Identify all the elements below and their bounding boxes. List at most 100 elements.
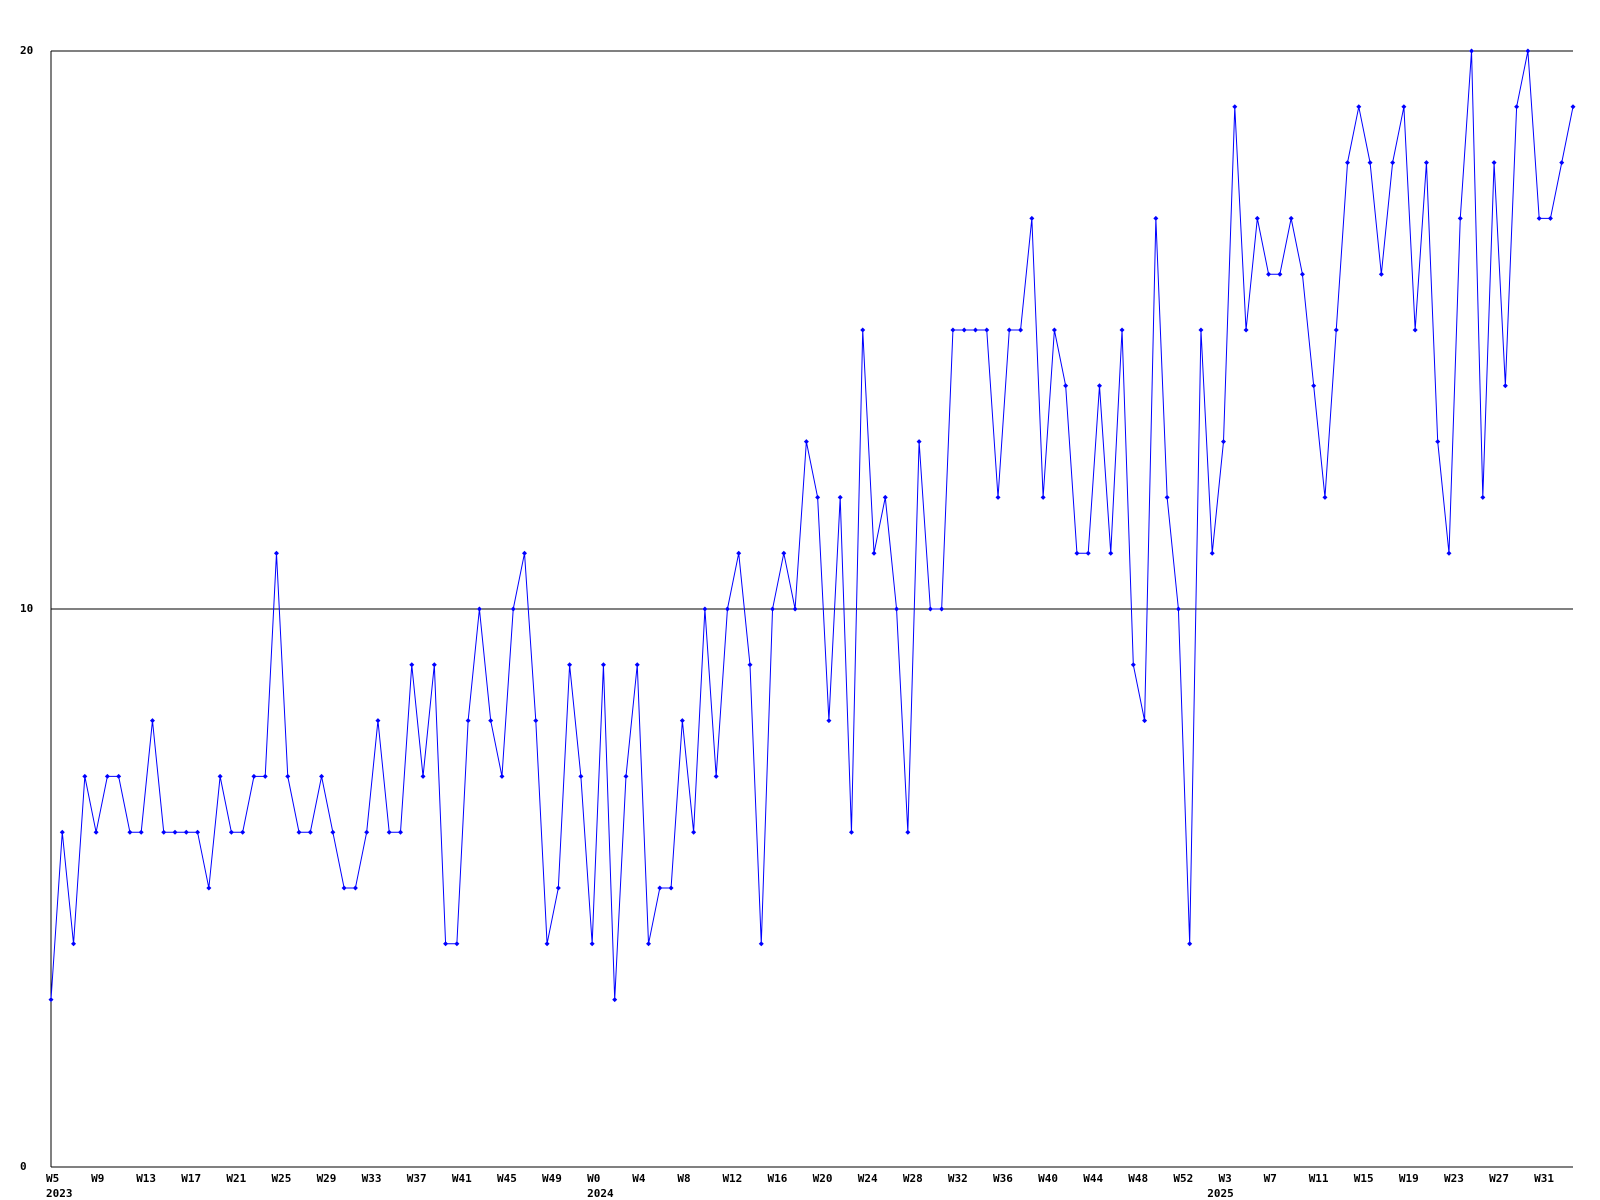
data-point [71, 941, 77, 947]
data-point [1006, 327, 1012, 333]
data-point [803, 439, 809, 445]
data-point [860, 327, 866, 333]
x-tick-label: W33 [362, 1172, 382, 1185]
data-point [1333, 327, 1339, 333]
data-point [296, 829, 302, 835]
data-line [50, 50, 1574, 1000]
y-tick-label: 0 [20, 1160, 27, 1173]
data-point [93, 829, 99, 835]
x-tick-label: W21 [226, 1172, 246, 1185]
data-point [713, 773, 719, 779]
data-point [431, 662, 437, 668]
data-point [1390, 160, 1396, 166]
data-point [781, 550, 787, 556]
data-point [1040, 494, 1046, 500]
data-point [815, 494, 821, 500]
data-point [927, 606, 933, 612]
data-point [1525, 48, 1531, 54]
data-point [454, 941, 460, 947]
data-point [1119, 327, 1125, 333]
x-tick-label: W29 [317, 1172, 337, 1185]
data-point [307, 829, 313, 835]
data-point [1209, 550, 1215, 556]
x-tick-label: W19 [1399, 1172, 1419, 1185]
data-point [1435, 439, 1441, 445]
data-point [623, 773, 629, 779]
data-point [848, 829, 854, 835]
data-point [634, 662, 640, 668]
data-point [251, 773, 257, 779]
x-tick-label: W0 [587, 1172, 600, 1185]
x-tick-label: W8 [677, 1172, 690, 1185]
data-point [1266, 271, 1272, 277]
data-point [995, 494, 1001, 500]
x-tick-label: W27 [1489, 1172, 1509, 1185]
data-point [724, 606, 730, 612]
data-point [939, 606, 945, 612]
data-point [48, 997, 54, 1003]
x-tick-label: W24 [858, 1172, 878, 1185]
data-point [1153, 215, 1159, 221]
data-point [792, 606, 798, 612]
x-tick-label: W36 [993, 1172, 1013, 1185]
data-point [1288, 215, 1294, 221]
data-point [1243, 327, 1249, 333]
data-point [183, 829, 189, 835]
data-point [386, 829, 392, 835]
data-point [984, 327, 990, 333]
data-point [1277, 271, 1283, 277]
data-point [972, 327, 978, 333]
data-point [1469, 48, 1475, 54]
data-point [240, 829, 246, 835]
data-point [1514, 104, 1520, 110]
data-point [905, 829, 911, 835]
data-point [443, 941, 449, 947]
x-year-label: 2024 [587, 1187, 614, 1200]
x-year-label: 2023 [46, 1187, 73, 1200]
data-point [826, 718, 832, 724]
data-point [555, 885, 561, 891]
data-point [352, 885, 358, 891]
x-tick-label: W23 [1444, 1172, 1464, 1185]
data-point [1063, 383, 1069, 389]
data-point [612, 997, 618, 1003]
data-point [1142, 718, 1148, 724]
data-point [567, 662, 573, 668]
data-point [1221, 439, 1227, 445]
data-point [206, 885, 212, 891]
data-point [476, 606, 482, 612]
data-point [465, 718, 471, 724]
x-tick-label: W9 [91, 1172, 104, 1185]
data-point [1198, 327, 1204, 333]
data-point [375, 718, 381, 724]
data-point [1378, 271, 1384, 277]
x-tick-label: W5 [46, 1172, 59, 1185]
data-point [758, 941, 764, 947]
data-point [691, 829, 697, 835]
data-point [488, 718, 494, 724]
data-point [1029, 215, 1035, 221]
x-tick-label: W40 [1038, 1172, 1058, 1185]
x-tick-label: W28 [903, 1172, 923, 1185]
data-point [273, 550, 279, 556]
data-point [285, 773, 291, 779]
x-tick-label: W41 [452, 1172, 472, 1185]
y-tick-label: 20 [20, 44, 33, 57]
data-point [228, 829, 234, 835]
data-point [1570, 104, 1576, 110]
data-point [894, 606, 900, 612]
data-point [1480, 494, 1486, 500]
data-point [172, 829, 178, 835]
data-point [1096, 383, 1102, 389]
data-point [1175, 606, 1181, 612]
x-tick-label: W44 [1083, 1172, 1103, 1185]
data-point [736, 550, 742, 556]
data-point [59, 829, 65, 835]
x-tick-label: W45 [497, 1172, 517, 1185]
data-point [1367, 160, 1373, 166]
data-point [1559, 160, 1565, 166]
x-tick-label: W37 [407, 1172, 427, 1185]
x-tick-label: W49 [542, 1172, 562, 1185]
data-point [657, 885, 663, 891]
data-point [116, 773, 122, 779]
